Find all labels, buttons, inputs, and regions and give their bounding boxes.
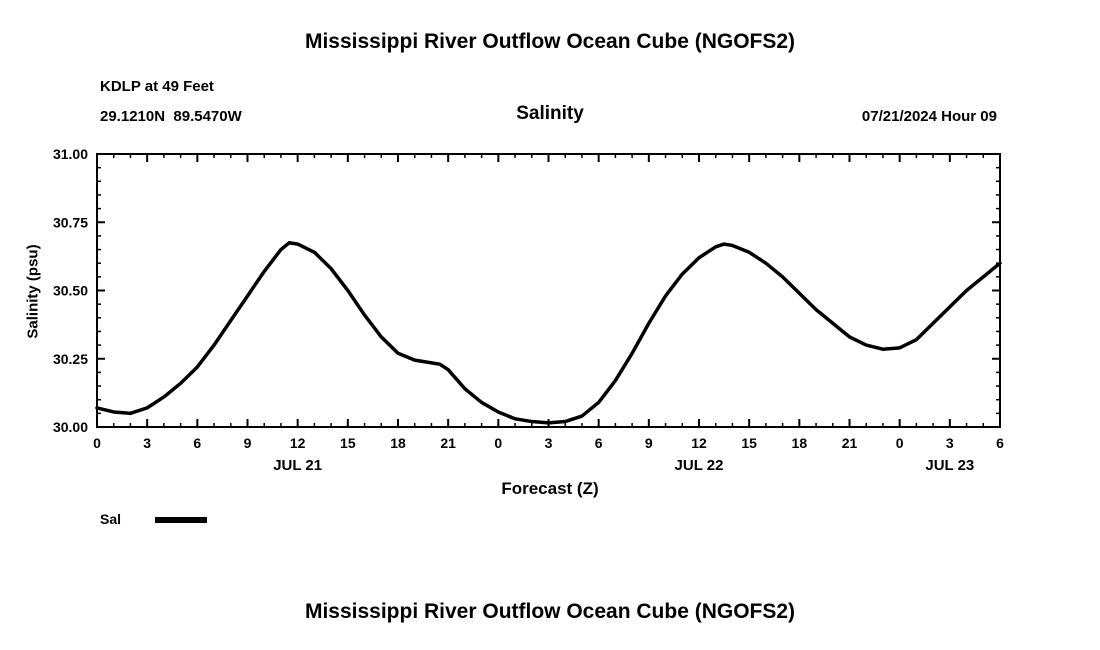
svg-text:6: 6 (193, 435, 201, 451)
station-name: KDLP at 49 Feet (100, 78, 214, 95)
svg-text:15: 15 (340, 435, 356, 451)
x-axis-label: Forecast (Z) (501, 479, 599, 498)
svg-text:0: 0 (93, 435, 101, 451)
svg-text:12: 12 (691, 435, 707, 451)
svg-text:30.25: 30.25 (53, 351, 88, 367)
svg-text:18: 18 (390, 435, 406, 451)
svg-text:JUL 22: JUL 22 (675, 457, 724, 474)
page-title: Mississippi River Outflow Ocean Cube (NG… (304, 30, 796, 53)
svg-text:15: 15 (741, 435, 757, 451)
svg-text:30.00: 30.00 (53, 419, 88, 435)
svg-text:6: 6 (595, 435, 603, 451)
plot-title: Salinity (516, 103, 584, 124)
svg-text:21: 21 (842, 435, 858, 451)
svg-text:JUL 21: JUL 21 (273, 457, 322, 474)
svg-text:9: 9 (645, 435, 653, 451)
svg-text:0: 0 (494, 435, 502, 451)
svg-text:12: 12 (290, 435, 306, 451)
station-coordinates: 29.1210N 89.5470W (100, 108, 242, 125)
svg-text:JUL 23: JUL 23 (925, 457, 974, 474)
legend-line-swatch (155, 516, 208, 523)
forecast-datetime: 07/21/2024 Hour 09 (861, 108, 997, 125)
svg-text:30.75: 30.75 (53, 214, 88, 230)
svg-text:6: 6 (996, 435, 1004, 451)
svg-text:31.00: 31.00 (53, 146, 88, 162)
svg-text:9: 9 (244, 435, 252, 451)
svg-text:3: 3 (143, 435, 151, 451)
svg-text:3: 3 (545, 435, 553, 451)
svg-text:18: 18 (792, 435, 808, 451)
footer-title: Mississippi River Outflow Ocean Cube (NG… (304, 600, 796, 623)
salinity-line-chart: 0 3 6 9 12 15 18 21 0 3 6 9 12 15 18 21 0 3 6 JUL 21 JUL 22 J… (53, 146, 1004, 474)
svg-text:21: 21 (440, 435, 456, 451)
legend-label: Sal (100, 510, 122, 527)
svg-text:0: 0 (896, 435, 904, 451)
svg-text:3: 3 (946, 435, 954, 451)
svg-text:30.50: 30.50 (53, 283, 88, 299)
legend: Sal (100, 510, 208, 528)
